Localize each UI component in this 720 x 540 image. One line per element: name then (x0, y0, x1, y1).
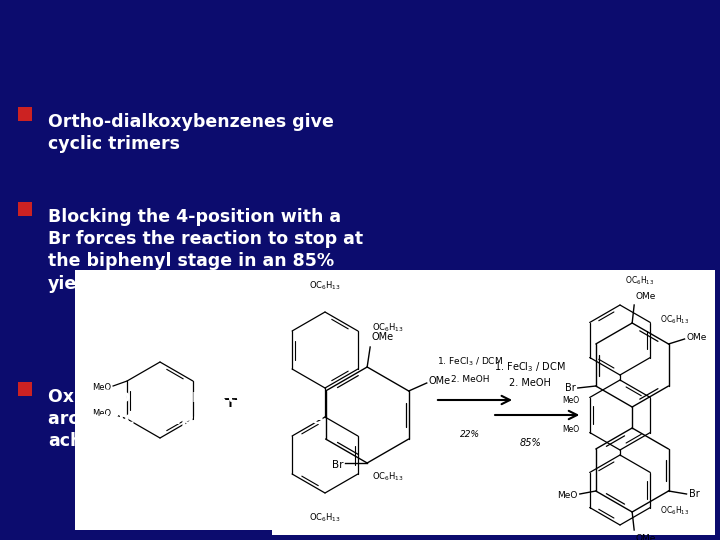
Text: OC$_6$H$_{13}$: OC$_6$H$_{13}$ (372, 471, 404, 483)
Text: OC$_6$H$_{13}$: OC$_6$H$_{13}$ (625, 274, 654, 287)
Bar (18, 202, 32, 216)
Bar (75, 270, 715, 530)
Text: 1. FeCl$_3$ / DCM: 1. FeCl$_3$ / DCM (495, 360, 566, 374)
Text: Br: Br (332, 460, 343, 470)
Text: Br: Br (688, 489, 699, 499)
Text: 2. MeOH: 2. MeOH (509, 378, 551, 388)
Text: MeO: MeO (92, 408, 111, 417)
Text: OMe: OMe (372, 332, 393, 342)
Text: MeO: MeO (557, 490, 577, 500)
Text: Ortho-dialkoxybenzenes give
cyclic trimers: Ortho-dialkoxybenzenes give cyclic trime… (48, 113, 334, 153)
Text: MeO: MeO (92, 382, 111, 392)
Text: OMe: OMe (428, 376, 451, 386)
Bar (18, 382, 32, 396)
Bar (18, 107, 32, 121)
Text: MeO: MeO (562, 396, 580, 405)
Text: 22%: 22% (460, 430, 480, 439)
Text: OC$_6$H$_{13}$: OC$_6$H$_{13}$ (660, 504, 690, 517)
Text: +: + (220, 388, 240, 412)
Text: OC$_6$H$_{13}$: OC$_6$H$_{13}$ (660, 313, 690, 326)
Text: 2. MeOH: 2. MeOH (451, 375, 490, 384)
Text: Oxidation of a mixture of
aromatic compounds can be
achieved: Oxidation of a mixture of aromatic compo… (48, 388, 323, 450)
Text: OMe: OMe (635, 534, 655, 540)
Text: Blocking the 4-position with a
Br forces the reaction to stop at
the biphenyl st: Blocking the 4-position with a Br forces… (48, 208, 363, 293)
Text: OMe: OMe (687, 334, 707, 342)
Text: OC$_6$H$_{13}$: OC$_6$H$_{13}$ (372, 322, 404, 334)
Text: OC$_6$H$_{13}$: OC$_6$H$_{13}$ (309, 511, 341, 523)
Text: MeO: MeO (562, 425, 580, 434)
Text: 85%: 85% (519, 438, 541, 448)
Text: 1. FeCl$_3$ / DCM: 1. FeCl$_3$ / DCM (437, 356, 503, 368)
Text: OC$_6$H$_{13}$: OC$_6$H$_{13}$ (309, 280, 341, 292)
Bar (272, 270, 715, 535)
Text: Br: Br (565, 383, 576, 393)
Text: OMe: OMe (635, 292, 655, 301)
